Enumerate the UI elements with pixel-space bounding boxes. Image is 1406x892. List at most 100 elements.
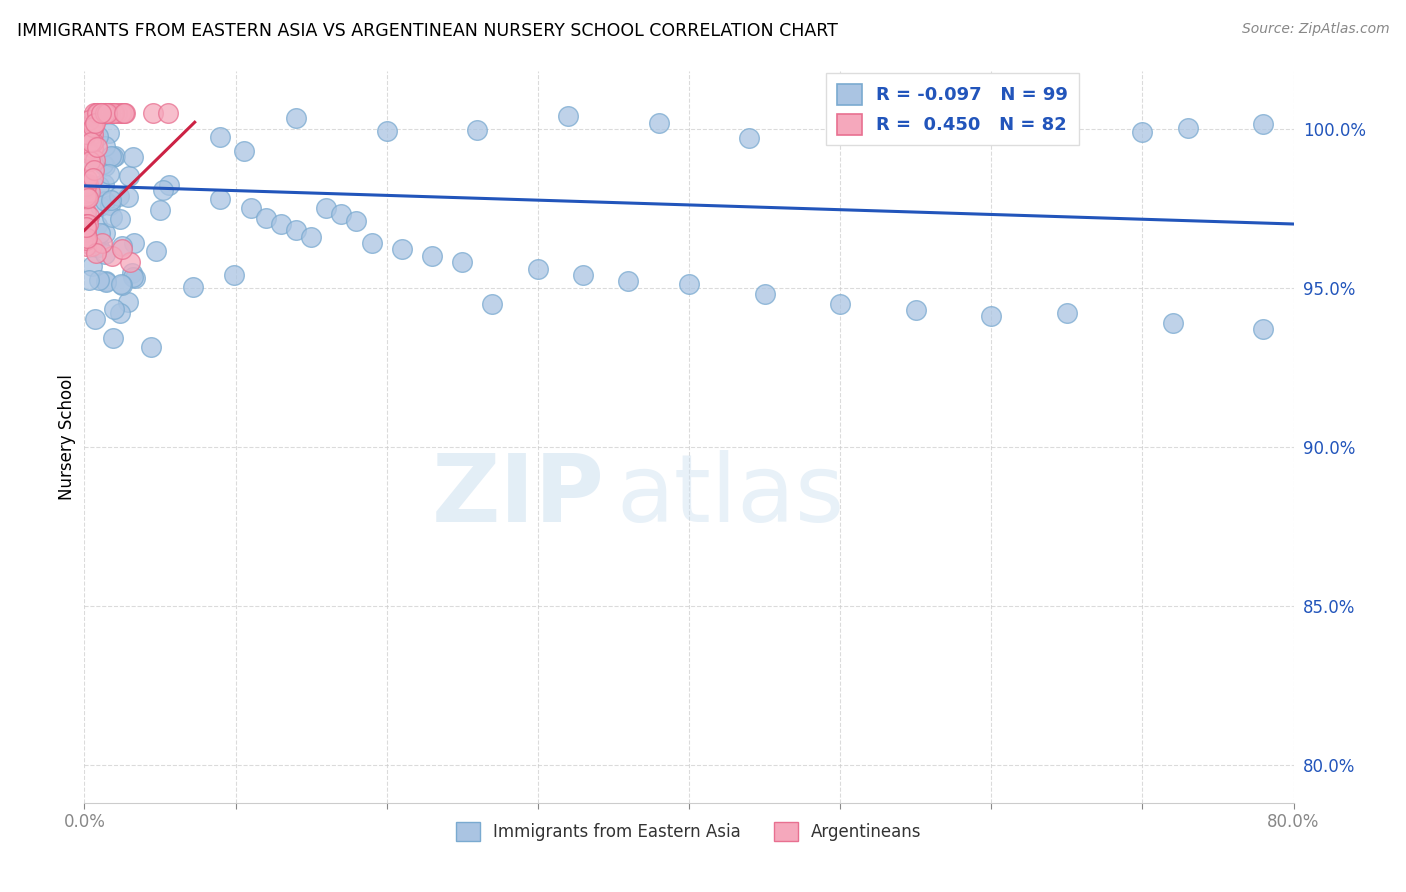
Point (86, 139, 108, 153)
Point (118, 169, 141, 183)
Point (330, 207, 353, 221)
Point (111, 277, 134, 292)
Point (93, 177, 115, 191)
Point (1253, 117, 1275, 131)
Point (80, 259, 103, 273)
Point (108, 189, 131, 203)
Point (75, 179, 97, 194)
Point (90, 105, 112, 120)
Point (904, 123, 927, 137)
Point (90, 105, 112, 120)
Point (76, 177, 98, 191)
Point (77, 235, 100, 250)
Point (101, 331, 124, 345)
Point (110, 212, 132, 227)
Point (75, 186, 97, 201)
Point (77, 209, 100, 223)
Point (82, 120, 104, 134)
Point (94, 275, 117, 289)
Point (98, 198, 121, 212)
Point (467, 123, 489, 137)
Point (451, 255, 474, 269)
Point (90, 105, 112, 120)
Point (830, 296, 852, 310)
Point (100, 249, 122, 263)
Point (111, 238, 134, 252)
Point (678, 277, 700, 292)
Point (142, 105, 165, 120)
Point (75, 234, 97, 248)
Point (103, 302, 125, 317)
Point (89, 105, 111, 120)
Point (1161, 316, 1184, 330)
Point (75, 205, 97, 219)
Point (111, 105, 134, 120)
Legend: Immigrants from Eastern Asia, Argentineans: Immigrants from Eastern Asia, Argentinea… (449, 814, 929, 849)
Point (96, 105, 118, 120)
Point (87, 129, 110, 144)
Point (82, 127, 104, 141)
Point (76, 230, 98, 244)
Point (86, 105, 108, 120)
Point (75, 186, 97, 201)
Point (79, 112, 101, 127)
Point (86, 107, 108, 121)
Point (103, 105, 125, 120)
Point (91, 105, 114, 120)
Point (104, 149, 127, 163)
Point (83, 152, 105, 166)
Point (114, 105, 136, 120)
Point (96, 105, 118, 120)
Point (98, 105, 121, 120)
Point (91, 236, 114, 251)
Point (75, 192, 97, 206)
Point (183, 279, 205, 293)
Point (98, 167, 121, 181)
Text: atlas: atlas (616, 450, 845, 541)
Point (239, 201, 262, 215)
Point (121, 150, 143, 164)
Point (94, 105, 117, 120)
Text: Source: ZipAtlas.com: Source: ZipAtlas.com (1241, 22, 1389, 37)
Point (94, 159, 117, 173)
Point (83, 105, 105, 120)
Point (93, 226, 115, 240)
Point (79, 154, 101, 169)
Point (79, 185, 101, 199)
Point (79, 147, 101, 161)
Point (97, 105, 120, 120)
Point (82, 141, 104, 155)
Point (94, 105, 117, 120)
Point (86, 105, 108, 120)
Y-axis label: Nursery School: Nursery School (58, 374, 76, 500)
Point (149, 202, 172, 217)
Point (94, 105, 117, 120)
Point (157, 178, 180, 192)
Point (121, 266, 143, 280)
Point (1011, 119, 1033, 133)
Point (980, 310, 1002, 324)
Point (83, 162, 105, 177)
Point (98, 126, 121, 140)
Point (76, 191, 98, 205)
Text: IMMIGRANTS FROM EASTERN ASIA VS ARGENTINEAN NURSERY SCHOOL CORRELATION CHART: IMMIGRANTS FROM EASTERN ASIA VS ARGENTIN… (17, 22, 838, 40)
Point (80, 239, 103, 253)
Point (77, 185, 100, 199)
Point (83, 153, 105, 168)
Point (86, 245, 108, 260)
Point (111, 243, 134, 257)
Point (100, 105, 122, 120)
Point (145, 244, 167, 258)
Point (1056, 306, 1078, 320)
Point (75, 238, 97, 252)
Point (754, 287, 776, 301)
Point (101, 211, 124, 225)
Point (299, 229, 322, 244)
Point (1130, 125, 1153, 139)
Point (233, 144, 256, 158)
Point (100, 193, 122, 207)
Point (76, 177, 98, 191)
Point (79, 136, 101, 150)
Point (1056, 125, 1078, 139)
Point (94, 246, 117, 260)
